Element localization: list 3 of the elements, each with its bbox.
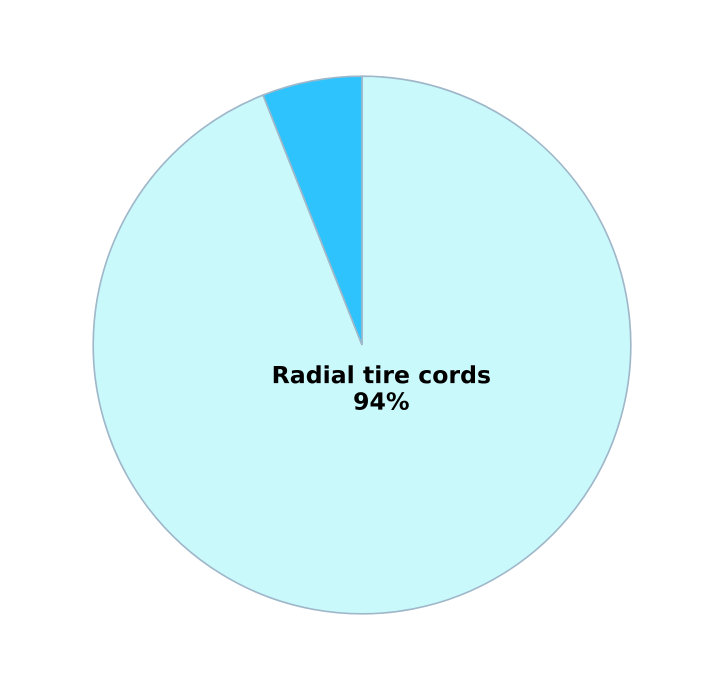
- data-label: 94%: [354, 392, 409, 410]
- pie-slice: [92, 75, 632, 615]
- slice-label: Radial tire cords: [274, 365, 490, 384]
